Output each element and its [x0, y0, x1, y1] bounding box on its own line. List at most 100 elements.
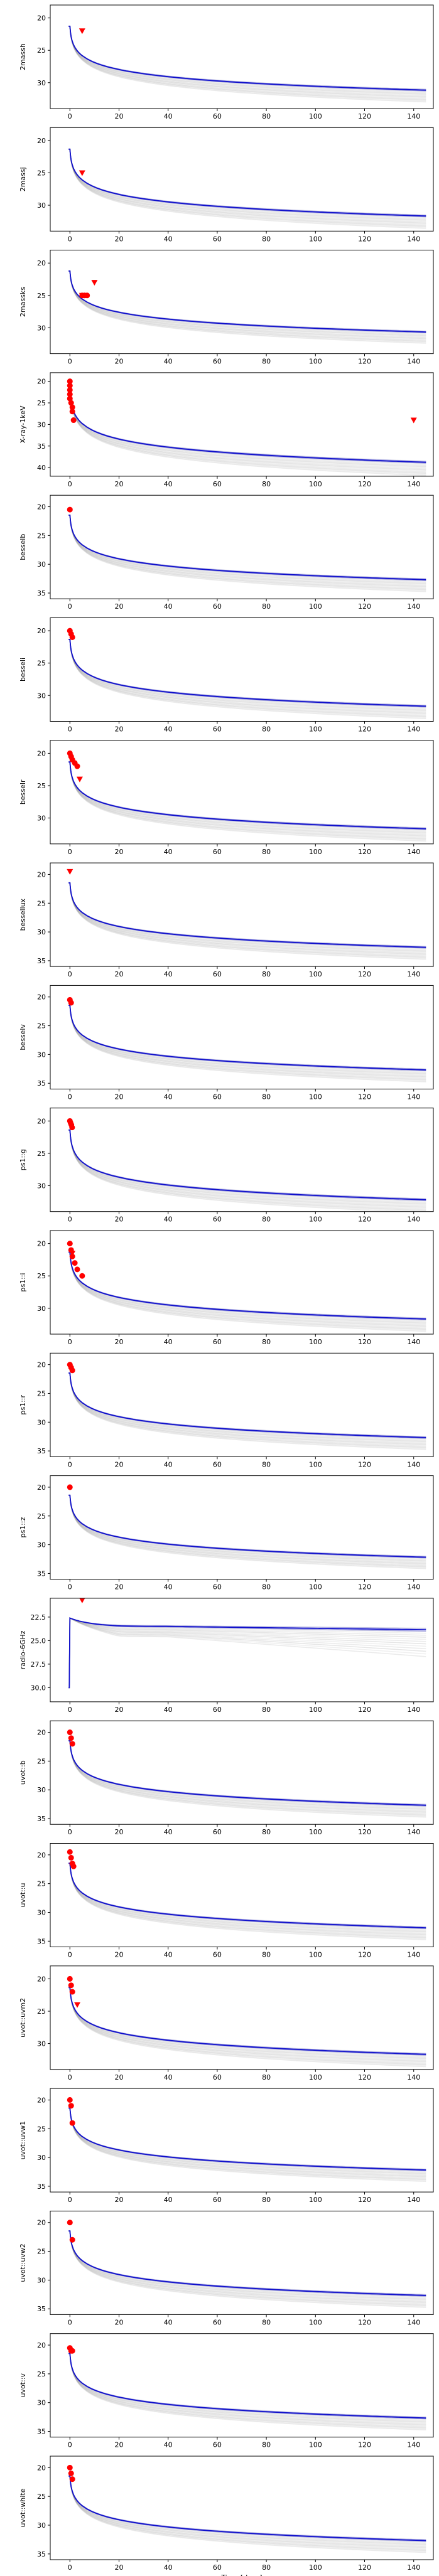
y-tick-label: 30 — [37, 2521, 46, 2530]
x-tick-label: 40 — [164, 1093, 173, 1101]
x-tick-label: 80 — [262, 2563, 271, 2572]
sample-curve — [68, 1372, 426, 1450]
y-tick-label: 25 — [37, 899, 46, 907]
model-band-line — [68, 2107, 426, 2171]
sample-curve — [68, 1494, 426, 1558]
y-tick-label: 20 — [37, 259, 46, 267]
x-tick-label: 0 — [68, 970, 72, 978]
x-tick-label: 20 — [114, 848, 123, 856]
sample-curve — [68, 1740, 426, 1814]
sample-curve — [68, 149, 426, 228]
observation-point — [74, 763, 80, 769]
sample-curve — [68, 882, 426, 955]
x-tick-label: 100 — [309, 2196, 322, 2204]
model-curve — [68, 761, 426, 830]
x-tick-label: 40 — [164, 1706, 173, 1714]
model-band-line — [68, 2230, 426, 2297]
x-tick-label: 100 — [309, 2073, 322, 2082]
observation-point — [67, 1484, 73, 1490]
sample-curve — [68, 1987, 426, 2066]
x-tick-label: 80 — [262, 1216, 271, 1224]
x-tick-label: 20 — [114, 2196, 123, 2204]
sample-curve — [68, 2353, 426, 2430]
sample-curve — [68, 1251, 426, 1321]
sample-curve — [68, 1987, 426, 2068]
sample-curve — [68, 1005, 426, 1082]
x-tick-label: 60 — [213, 1828, 222, 1836]
sample-curve — [68, 1251, 426, 1323]
x-tick-label: 40 — [164, 1583, 173, 1591]
sample-curve — [68, 390, 426, 473]
model-curve — [68, 1372, 426, 1438]
sample-curve — [68, 2353, 426, 2418]
sample-curve — [68, 1251, 426, 1326]
sample-curve — [68, 149, 426, 229]
y-axis-label: besselr — [19, 779, 27, 804]
sample-curve — [68, 1740, 426, 1818]
sample-curve — [68, 882, 426, 960]
y-tick-label: 30 — [37, 1305, 46, 1313]
sample-curve — [68, 2353, 426, 2424]
x-tick-label: 100 — [309, 358, 322, 366]
x-tick-label: 0 — [68, 2196, 72, 2204]
sample-curve — [68, 2230, 426, 2308]
x-tick-label: 20 — [114, 1828, 123, 1836]
model-curve — [68, 515, 426, 580]
observation-point — [69, 2476, 75, 2482]
x-tick-label: 140 — [407, 2073, 420, 2082]
y-axis-label: uvot::v — [19, 2373, 27, 2397]
model-curve — [68, 1005, 426, 1071]
y-tick-label: 25 — [37, 1272, 46, 1280]
sample-curve — [68, 1372, 426, 1447]
panel-2massj: 20 25 30 0 20 40 60 80 100 120 140 2massj — [19, 127, 434, 243]
y-tick-label: 30 — [37, 692, 46, 700]
x-tick-label: 40 — [164, 602, 173, 611]
x-tick-label: 20 — [114, 970, 123, 978]
x-tick-label: 20 — [114, 2441, 123, 2449]
sample-curve — [68, 1987, 426, 2061]
y-tick-label: 22.5 — [31, 1613, 46, 1622]
x-tick-label: 20 — [114, 358, 123, 366]
y-tick-label: 30 — [37, 79, 46, 87]
y-axis-label: uvot::b — [19, 1760, 27, 1785]
sample-curve — [68, 2353, 426, 2427]
sample-curve — [68, 2107, 426, 2182]
model-band-line — [68, 1740, 426, 1805]
sample-curve — [68, 1863, 426, 1928]
panel-besselv: 20 25 30 35 0 20 40 60 80 100 120 140 besselv — [19, 985, 434, 1101]
sample-curve — [68, 1251, 426, 1318]
observation-point — [67, 391, 73, 397]
observation-point — [68, 1000, 74, 1006]
model-curve — [68, 1863, 426, 1928]
sample-curve — [68, 270, 426, 333]
observation-point — [67, 383, 73, 389]
x-tick-label: 100 — [309, 2318, 322, 2326]
x-tick-label: 80 — [262, 1951, 271, 1959]
model-curve — [68, 1617, 426, 1689]
sample-curve — [68, 1863, 426, 1930]
axes-frame — [50, 4, 434, 109]
sample-curve — [68, 2230, 426, 2296]
y-tick-label: 20 — [37, 137, 46, 145]
y-axis-label: uvot::white — [19, 2488, 27, 2527]
sample-curve — [68, 2107, 426, 2174]
x-tick-label: 100 — [309, 235, 322, 243]
observation-point — [69, 1367, 75, 1374]
sample-curve — [68, 1617, 426, 1689]
model-band-line — [68, 270, 426, 333]
model-band-line — [68, 149, 426, 216]
model-band-line — [68, 1130, 426, 1201]
model-band-line — [68, 1251, 426, 1319]
x-tick-label: 100 — [309, 602, 322, 611]
x-tick-label: 100 — [309, 725, 322, 734]
observation-point — [69, 634, 75, 640]
sample-curve — [68, 1005, 426, 1074]
y-tick-label: 25 — [37, 169, 46, 177]
sample-curve — [68, 1251, 426, 1332]
y-tick-label: 20 — [37, 749, 46, 757]
x-tick-label: 120 — [358, 2318, 371, 2326]
sample-curve — [68, 26, 426, 101]
y-axis-label: ps1::r — [19, 1395, 27, 1415]
